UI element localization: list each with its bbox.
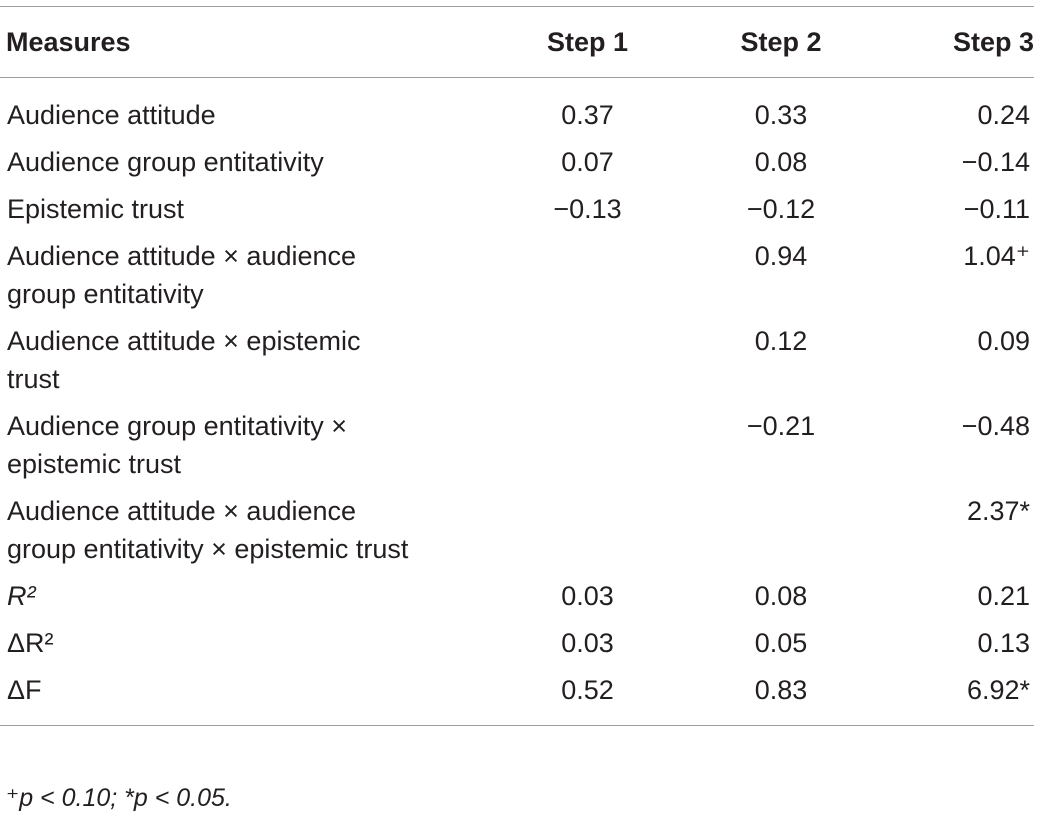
row-step-2-value: 0.08 [754,147,808,177]
row-step-3-value: −0.48 [961,411,1030,441]
row-step-2-value: 0.05 [754,628,808,658]
row-step-3-value: 0.21 [977,581,1030,611]
table-header-row: Measures Step 1 Step 2 Step 3 [0,6,1034,78]
table-row: Audience group entitativity × epistemic … [0,407,1034,492]
row-step-1-value: 0.03 [561,628,614,658]
row-step-2-value: 0.83 [754,675,808,705]
table-row: ΔR² 0.03 0.05 0.13 [0,624,1034,671]
row-step-3-value: 1.04⁺ [963,241,1030,271]
row-step-1-value: 0.07 [561,147,614,177]
regression-table: Measures Step 1 Step 2 Step 3 Audience a… [0,6,1034,726]
row-step-2-value: 0.33 [754,100,808,130]
row-measure: Audience attitude × audience group entit… [7,496,409,564]
row-measure: Audience group entitativity × epistemic … [7,411,347,479]
table-row: ΔF 0.52 0.83 6.92* [0,671,1034,726]
row-step-3-value: −0.14 [961,147,1030,177]
row-step-3-value: 0.13 [977,628,1030,658]
row-step-1-value [470,407,675,492]
row-step-2-value [675,492,887,577]
row-measure: Audience attitude [7,100,216,130]
row-measure: Audience attitude × audience group entit… [7,241,357,309]
header-step-1: Step 1 [546,27,629,57]
table-row: Audience attitude × epistemic trust 0.12… [0,322,1034,407]
table-row: Audience attitude × audience group entit… [0,492,1034,577]
row-step-2-value: 0.12 [754,326,808,356]
row-step-3-value: 0.09 [977,326,1030,356]
table-row: R² 0.03 0.08 0.21 [0,577,1034,624]
row-step-3-value: −0.11 [963,194,1030,224]
row-step-2-value: −0.12 [746,194,816,224]
table-row: Epistemic trust −0.13 −0.12 −0.11 [0,190,1034,237]
row-step-2-value: −0.21 [746,411,816,441]
row-step-1-value [470,237,675,322]
regression-table-container: Measures Step 1 Step 2 Step 3 Audience a… [0,6,1034,726]
row-step-1-value [470,492,675,577]
row-step-3-value: 0.24 [977,100,1030,130]
header-measures: Measures [6,27,131,57]
table-footnote: ⁺p < 0.10; *p < 0.05. [6,784,232,812]
row-step-3-value: 6.92* [966,675,1030,705]
table-row: Audience attitude × audience group entit… [0,237,1034,322]
row-step-1-value: 0.52 [561,675,614,705]
row-step-1-value: 0.37 [561,100,614,130]
row-measure: ΔR² [7,628,54,658]
header-step-2: Step 2 [740,27,822,57]
table-row: Audience group entitativity 0.07 0.08 −0… [0,143,1034,190]
header-step-3: Step 3 [952,27,1034,57]
row-step-1-value: −0.13 [553,194,622,224]
row-measure: Epistemic trust [7,194,185,224]
row-measure: R² [7,581,36,611]
row-step-2-value: 0.94 [754,241,808,271]
row-step-3-value: 2.37* [966,496,1030,526]
row-step-1-value: 0.03 [561,581,614,611]
row-step-1-value [470,322,675,407]
row-measure: Audience group entitativity [7,147,324,177]
row-measure: ΔF [7,675,42,705]
row-step-2-value: 0.08 [754,581,808,611]
row-measure: Audience attitude × epistemic trust [7,326,361,394]
table-row: Audience attitude 0.37 0.33 0.24 [0,78,1034,144]
